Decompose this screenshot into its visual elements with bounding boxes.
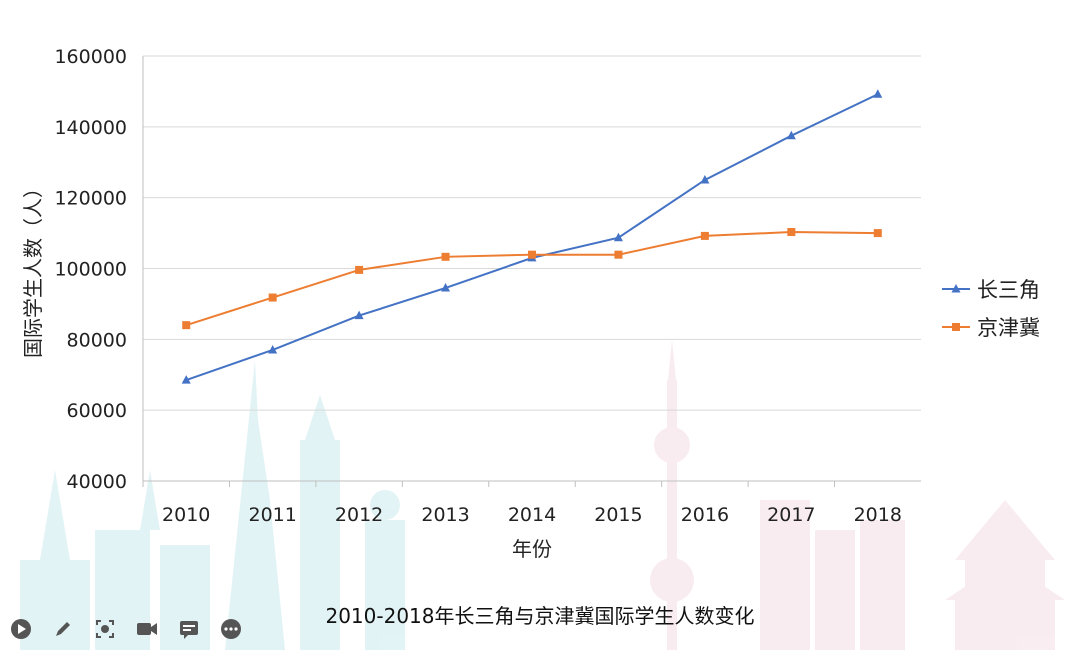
series xyxy=(181,89,883,384)
y-tick-label: 100000 xyxy=(54,259,127,281)
chart-title: 2010-2018年长三角与京津冀国际学生人数变化 xyxy=(325,604,755,628)
x-tick-label: 2015 xyxy=(594,504,642,526)
data-point xyxy=(354,310,364,320)
pen-icon[interactable] xyxy=(46,616,80,642)
series-jingjinji xyxy=(182,228,882,330)
x-tick-label: 2010 xyxy=(162,504,210,526)
video-icon[interactable] xyxy=(130,616,164,642)
play-icon[interactable] xyxy=(4,616,38,642)
legend-marker xyxy=(952,323,960,331)
data-point xyxy=(614,250,623,259)
screenshot-icon[interactable] xyxy=(88,616,122,642)
y-tick-labels: 40000 60000 80000 100000 120000 140000 160000 xyxy=(54,46,127,493)
legend-item: 京津冀 xyxy=(942,316,1040,340)
more-icon[interactable] xyxy=(214,616,248,642)
x-tick-label: 2012 xyxy=(335,504,383,526)
data-point xyxy=(441,282,451,292)
data-point xyxy=(182,321,191,330)
y-tick-label: 80000 xyxy=(67,329,127,351)
x-axis-title: 年份 xyxy=(512,537,552,561)
data-point xyxy=(700,174,710,184)
y-tick-label: 120000 xyxy=(54,188,127,210)
data-point xyxy=(873,89,883,98)
legend-label: 京津冀 xyxy=(977,316,1040,340)
data-point xyxy=(181,375,191,384)
data-point xyxy=(700,231,709,240)
data-point xyxy=(355,265,364,274)
x-tick-labels: 2010 2011 2012 2013 2014 2015 2016 2017 2018 xyxy=(142,481,902,526)
x-tick-label: 2018 xyxy=(854,504,902,526)
series-line xyxy=(185,231,878,327)
y-axis-title: 国际学生人数（人） xyxy=(21,178,45,358)
legend-label: 长三角 xyxy=(977,278,1040,302)
data-point xyxy=(268,344,278,354)
series-line xyxy=(185,93,879,382)
data-point xyxy=(268,293,277,302)
data-point xyxy=(873,229,882,238)
data-point xyxy=(441,252,450,261)
x-tick-label: 2014 xyxy=(508,504,556,526)
x-tick-label: 2017 xyxy=(767,504,815,526)
subtitle-icon[interactable] xyxy=(172,616,206,642)
x-tick-label: 2011 xyxy=(248,504,296,526)
player-toolbar xyxy=(4,616,248,642)
y-tick-label: 40000 xyxy=(67,471,127,493)
data-point xyxy=(787,228,796,237)
x-tick-label: 2013 xyxy=(421,504,469,526)
legend-marker xyxy=(951,284,961,293)
legend-item: 长三角 xyxy=(942,278,1040,302)
gridlines xyxy=(143,55,921,411)
y-tick-label: 160000 xyxy=(54,46,127,68)
data-point xyxy=(613,232,623,242)
data-point xyxy=(786,130,796,140)
y-tick-label: 60000 xyxy=(67,400,127,422)
x-tick-label: 2016 xyxy=(681,504,729,526)
data-point xyxy=(528,250,536,259)
y-tick-label: 140000 xyxy=(54,117,127,139)
